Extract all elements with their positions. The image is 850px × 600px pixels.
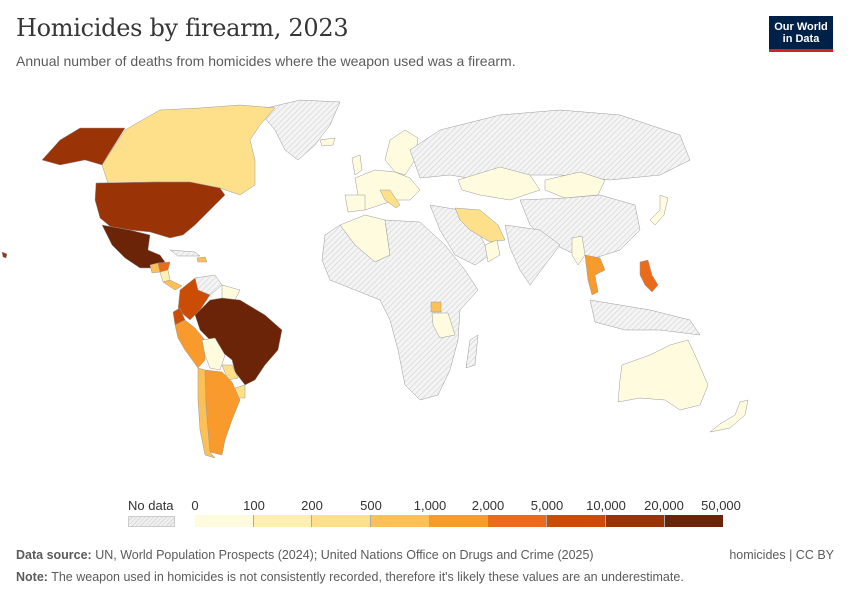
legend-tick: 50,000 (701, 498, 741, 513)
country-japan[interactable] (649, 194, 669, 226)
country-usa-hawaii[interactable] (1, 251, 8, 259)
legend-tick: 500 (360, 498, 382, 513)
country-greenland[interactable] (257, 99, 341, 161)
country-dominican-republic[interactable] (196, 256, 208, 263)
country-uganda[interactable] (430, 301, 442, 313)
country-iran[interactable] (454, 207, 506, 243)
country-myanmar[interactable] (571, 235, 586, 266)
country-mexico[interactable] (101, 224, 166, 269)
legend-tick: 0 (191, 498, 199, 513)
legend-tick: 20,000 (644, 498, 684, 513)
logo-line2: in Data (782, 33, 820, 45)
legend-bin[interactable] (488, 515, 548, 527)
country-kazakhstan[interactable] (457, 166, 541, 201)
legend-tick: 5,000 (530, 498, 564, 513)
country-uk[interactable] (351, 154, 363, 176)
country-oman[interactable] (484, 239, 501, 263)
data-source-text[interactable]: UN, World Population Prospects (2024); U… (91, 548, 594, 562)
country-russia[interactable] (409, 109, 691, 181)
legend-tick: 100 (243, 498, 265, 513)
country-iberia[interactable] (344, 194, 366, 213)
country-usa[interactable] (94, 181, 226, 239)
owid-logo[interactable]: Our World in Data (769, 16, 833, 52)
legend-tick: 200 (301, 498, 323, 513)
country-usa-alaska[interactable] (41, 127, 126, 166)
data-source-label: Data source: (16, 548, 92, 562)
legend-color-bins (195, 515, 724, 527)
map-legend: No data 0 100 200 500 1,000 2,000 5,000 … (0, 498, 850, 538)
country-guyana[interactable] (221, 284, 241, 301)
no-data-label: No data (128, 498, 174, 513)
world-map[interactable] (0, 90, 850, 490)
license-text[interactable]: homicides | CC BY (729, 548, 834, 562)
country-canada[interactable] (101, 104, 276, 196)
chart-note: Note: The weapon used in homicides is no… (16, 570, 684, 584)
country-madagascar[interactable] (465, 334, 479, 369)
chart-subtitle: Annual number of deaths from homicides w… (16, 53, 516, 69)
country-philippines[interactable] (639, 259, 659, 293)
region-africa[interactable] (321, 219, 479, 401)
country-cuba[interactable] (169, 249, 201, 257)
country-australia[interactable] (617, 339, 709, 411)
logo-line1: Our World (774, 21, 828, 33)
legend-bin[interactable] (312, 515, 372, 527)
country-paraguay[interactable] (221, 364, 239, 381)
country-peru[interactable] (174, 319, 206, 369)
note-label: Note: (16, 570, 48, 584)
legend-bin[interactable] (195, 515, 254, 527)
legend-bin[interactable] (429, 515, 489, 527)
legend-bin[interactable] (371, 515, 430, 527)
country-new-zealand[interactable] (709, 399, 749, 433)
data-source: Data source: UN, World Population Prospe… (16, 548, 594, 562)
country-bolivia[interactable] (201, 337, 226, 371)
country-india[interactable] (504, 224, 561, 286)
country-iceland[interactable] (319, 137, 336, 147)
legend-bin[interactable] (547, 515, 606, 527)
country-chile[interactable] (197, 367, 216, 459)
legend-tick: 10,000 (586, 498, 626, 513)
country-argentina[interactable] (204, 369, 241, 456)
legend-bin[interactable] (605, 515, 665, 527)
legend-bin[interactable] (253, 515, 313, 527)
country-tanzania[interactable] (431, 312, 456, 339)
legend-tick: 2,000 (471, 498, 505, 513)
legend-tick: 1,000 (413, 498, 447, 513)
legend-bin[interactable] (664, 515, 724, 527)
note-text: The weapon used in homicides is not cons… (47, 570, 684, 584)
country-thailand[interactable] (584, 254, 606, 296)
no-data-swatch[interactable] (128, 516, 175, 527)
country-italy[interactable] (379, 189, 401, 209)
chart-title: Homicides by firearm, 2023 (16, 14, 349, 42)
country-panama-costa-rica[interactable] (162, 279, 183, 291)
country-indonesia[interactable] (589, 299, 701, 336)
